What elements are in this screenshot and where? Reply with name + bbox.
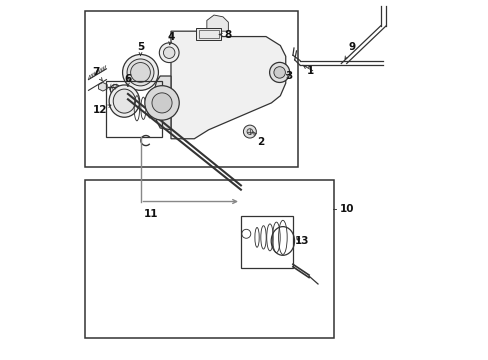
Circle shape: [269, 62, 289, 82]
Polygon shape: [171, 31, 285, 139]
Circle shape: [243, 125, 256, 138]
Text: 5: 5: [137, 42, 144, 55]
Text: 1: 1: [303, 66, 314, 76]
Text: 9: 9: [345, 42, 355, 59]
Polygon shape: [206, 15, 228, 31]
Text: 2: 2: [253, 132, 264, 147]
Ellipse shape: [124, 90, 131, 94]
Bar: [241, 216, 292, 268]
Text: 11: 11: [144, 209, 158, 219]
Polygon shape: [98, 82, 107, 91]
Ellipse shape: [127, 59, 154, 86]
Text: 3: 3: [285, 71, 292, 81]
Bar: [106, 81, 162, 137]
Text: 4: 4: [167, 32, 174, 45]
Circle shape: [144, 86, 179, 120]
Ellipse shape: [113, 89, 135, 113]
Ellipse shape: [159, 43, 179, 63]
Ellipse shape: [121, 88, 135, 96]
Text: 13: 13: [294, 236, 308, 246]
Bar: [85, 180, 333, 338]
Ellipse shape: [122, 54, 158, 90]
Text: 7: 7: [92, 67, 102, 81]
Text: 6: 6: [124, 73, 131, 86]
Circle shape: [246, 129, 252, 134]
Ellipse shape: [130, 63, 150, 82]
Ellipse shape: [163, 47, 175, 58]
Ellipse shape: [109, 85, 139, 117]
Polygon shape: [153, 76, 171, 130]
Text: 8: 8: [219, 30, 231, 40]
Text: 12: 12: [93, 105, 111, 115]
Bar: [85, 12, 298, 167]
Bar: [196, 28, 221, 40]
Text: 10: 10: [339, 204, 353, 214]
Circle shape: [152, 93, 172, 113]
Circle shape: [273, 67, 285, 78]
Bar: [198, 31, 218, 38]
